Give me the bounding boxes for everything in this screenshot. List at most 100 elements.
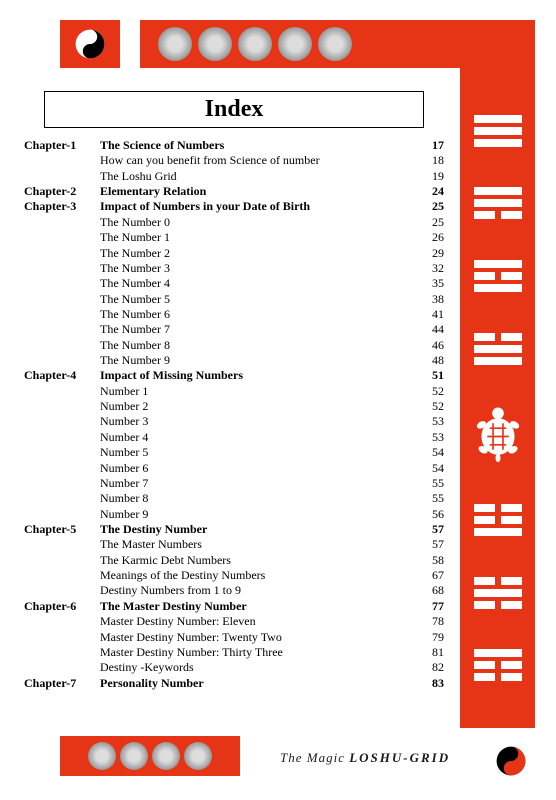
- emblem-phoenix-icon: [198, 27, 232, 61]
- toc-page-number: 41: [416, 307, 444, 322]
- toc-page-number: 68: [416, 583, 444, 598]
- toc-row: Destiny Numbers from 1 to 968: [24, 583, 444, 598]
- toc-entry-title: Number 3: [100, 414, 416, 429]
- footer-pre: The Magic: [280, 750, 349, 765]
- trigram-icon: [474, 577, 522, 609]
- toc-entry-title: The Number 6: [100, 307, 416, 322]
- footer-text: The Magic LOSHU-GRID: [280, 750, 450, 766]
- toc-entry-title: The Karmic Debt Numbers: [100, 553, 416, 568]
- toc-entry-title: The Number 2: [100, 246, 416, 261]
- toc-row: The Number 846: [24, 338, 444, 353]
- toc-entry-title: Number 5: [100, 445, 416, 460]
- toc-entry-title: Elementary Relation: [100, 184, 416, 199]
- bottom-ornament-bar: [60, 736, 240, 776]
- toc-entry-title: Impact of Numbers in your Date of Birth: [100, 199, 416, 214]
- toc-page-number: 18: [416, 153, 444, 168]
- toc-page-number: 54: [416, 445, 444, 460]
- toc-entry-title: Master Destiny Number: Thirty Three: [100, 645, 416, 660]
- toc-row: Number 554: [24, 445, 444, 460]
- toc-row: The Number 025: [24, 215, 444, 230]
- toc-row: Chapter-1The Science of Numbers17: [24, 138, 444, 153]
- toc-page-number: 81: [416, 645, 444, 660]
- toc-chapter-label: Chapter-4: [24, 368, 100, 383]
- toc-entry-title: The Number 1: [100, 230, 416, 245]
- emblem-tiger-icon: [278, 27, 312, 61]
- toc-entry-title: Master Destiny Number: Eleven: [100, 614, 416, 629]
- toc-row: Number 152: [24, 384, 444, 399]
- toc-entry-title: Meanings of the Destiny Numbers: [100, 568, 416, 583]
- emblem-phoenix-icon: [120, 742, 148, 770]
- toc-row: The Number 229: [24, 246, 444, 261]
- top-ornament-bar: [140, 20, 535, 68]
- toc-entry-title: The Number 9: [100, 353, 416, 368]
- toc-page-number: 79: [416, 630, 444, 645]
- toc-row: Chapter-6The Master Destiny Number77: [24, 599, 444, 614]
- emblem-dragon-icon: [88, 742, 116, 770]
- toc-page-number: 55: [416, 491, 444, 506]
- toc-entry-title: The Science of Numbers: [100, 138, 416, 153]
- toc-row: Number 654: [24, 461, 444, 476]
- toc-row: The Loshu Grid19: [24, 169, 444, 184]
- toc-page-number: 19: [416, 169, 444, 184]
- toc-page-number: 46: [416, 338, 444, 353]
- toc-row: How can you benefit from Science of numb…: [24, 153, 444, 168]
- toc-row: Chapter-5The Destiny Number57: [24, 522, 444, 537]
- toc-page-number: 26: [416, 230, 444, 245]
- toc-entry-title: Number 1: [100, 384, 416, 399]
- index-title-box: Index: [44, 91, 424, 128]
- toc-page-number: 17: [416, 138, 444, 153]
- toc-page-number: 53: [416, 414, 444, 429]
- toc-page-number: 67: [416, 568, 444, 583]
- toc-entry-title: Destiny Numbers from 1 to 9: [100, 583, 416, 598]
- toc-entry-title: The Number 7: [100, 322, 416, 337]
- toc-row: The Karmic Debt Numbers58: [24, 553, 444, 568]
- index-title: Index: [45, 96, 423, 123]
- toc-row: Number 755: [24, 476, 444, 491]
- toc-chapter-label: Chapter-5: [24, 522, 100, 537]
- toc-row: The Number 948: [24, 353, 444, 368]
- toc-row: Chapter-4Impact of Missing Numbers51: [24, 368, 444, 383]
- toc-row: Chapter-2Elementary Relation24: [24, 184, 444, 199]
- toc-entry-title: The Number 3: [100, 261, 416, 276]
- toc-row: Destiny -Keywords82: [24, 660, 444, 675]
- toc-row: Master Destiny Number: Thirty Three81: [24, 645, 444, 660]
- toc-entry-title: Number 6: [100, 461, 416, 476]
- toc-page-number: 52: [416, 384, 444, 399]
- toc-entry-title: The Master Destiny Number: [100, 599, 416, 614]
- toc-page-number: 57: [416, 537, 444, 552]
- toc-entry-title: The Number 4: [100, 276, 416, 291]
- toc-entry-title: The Number 8: [100, 338, 416, 353]
- toc-row: Master Destiny Number: Twenty Two79: [24, 630, 444, 645]
- toc-page-number: 32: [416, 261, 444, 276]
- toc-row: Chapter-7Personality Number83: [24, 676, 444, 691]
- emblem-tortoise-icon: [238, 27, 272, 61]
- toc-page-number: 35: [416, 276, 444, 291]
- toc-page-number: 77: [416, 599, 444, 614]
- toc-page-number: 56: [416, 507, 444, 522]
- toc-page-number: 54: [416, 461, 444, 476]
- footer-strong: LOSHU-GRID: [349, 750, 450, 765]
- toc-page-number: 25: [416, 199, 444, 214]
- toc-row: Master Destiny Number: Eleven78: [24, 614, 444, 629]
- toc-entry-title: The Number 0: [100, 215, 416, 230]
- toc-page-number: 24: [416, 184, 444, 199]
- toc-row: Number 855: [24, 491, 444, 506]
- toc-entry-title: The Number 5: [100, 292, 416, 307]
- trigram-icon: [474, 504, 522, 536]
- toc-chapter-label: Chapter-7: [24, 676, 100, 691]
- toc-chapter-label: Chapter-2: [24, 184, 100, 199]
- toc-row: Number 252: [24, 399, 444, 414]
- toc-chapter-label: Chapter-3: [24, 199, 100, 214]
- toc-page-number: 52: [416, 399, 444, 414]
- toc-page-number: 44: [416, 322, 444, 337]
- toc-row: The Number 641: [24, 307, 444, 322]
- toc-row: The Number 538: [24, 292, 444, 307]
- toc-row: The Number 332: [24, 261, 444, 276]
- toc-page-number: 82: [416, 660, 444, 675]
- trigram-icon: [474, 649, 522, 681]
- toc-entry-title: Master Destiny Number: Twenty Two: [100, 630, 416, 645]
- toc-page-number: 58: [416, 553, 444, 568]
- toc-row: Number 453: [24, 430, 444, 445]
- toc-entry-title: Number 8: [100, 491, 416, 506]
- toc-row: Number 956: [24, 507, 444, 522]
